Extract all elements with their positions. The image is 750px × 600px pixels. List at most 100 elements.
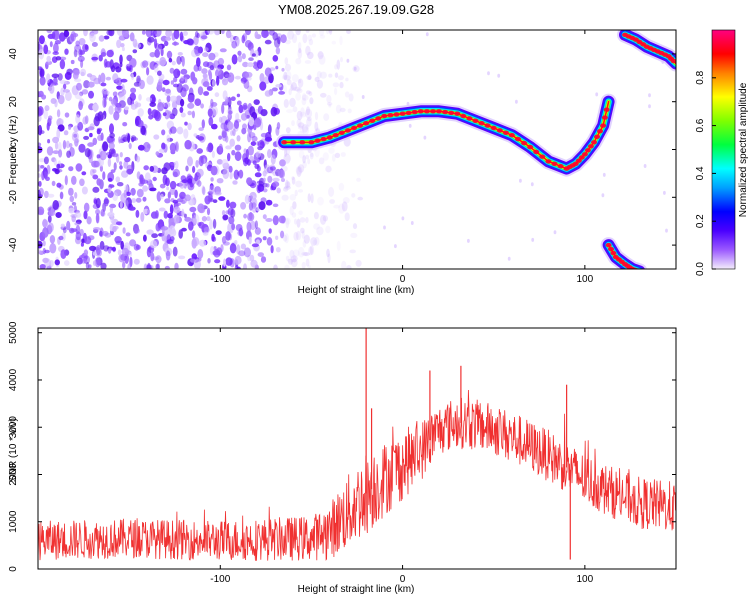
- noise-blob: [83, 210, 88, 220]
- noise-blob: [147, 262, 151, 269]
- noise-blob: [161, 129, 166, 136]
- noise-blob: [211, 233, 215, 242]
- noise-blob: [197, 136, 205, 141]
- noise-blob: [320, 92, 327, 98]
- noise-blob: [51, 73, 59, 79]
- noise-blob: [228, 165, 233, 173]
- spec-ytick-label: 40: [8, 48, 19, 60]
- noise-blob: [128, 206, 136, 211]
- noise-blob: [270, 106, 278, 117]
- noise-blob: [143, 234, 147, 242]
- noise-blob: [394, 244, 397, 249]
- noise-blob: [208, 116, 214, 126]
- noise-blob: [295, 165, 303, 175]
- noise-blob: [106, 49, 114, 58]
- noise-blob: [75, 163, 83, 172]
- noise-blob: [66, 68, 73, 76]
- ridge-peak: [600, 123, 607, 128]
- noise-blob: [303, 234, 310, 244]
- noise-blob: [328, 147, 335, 154]
- noise-blob: [189, 206, 197, 213]
- noise-blob: [180, 112, 186, 118]
- noise-blob: [229, 243, 237, 254]
- noise-blob: [124, 199, 129, 210]
- noise-blob: [171, 60, 176, 66]
- colorbar-tick-label: 0.8: [695, 70, 706, 84]
- spectrogram-panel: [38, 30, 676, 269]
- noise-blob: [122, 122, 128, 127]
- noise-blob: [217, 57, 225, 66]
- ridge-peak: [533, 149, 540, 155]
- noise-blob: [143, 165, 149, 171]
- noise-blob: [135, 118, 139, 127]
- ridge-peak: [357, 123, 363, 128]
- noise-blob: [292, 106, 298, 113]
- ridge-peak: [320, 136, 327, 142]
- ridge-peak: [575, 158, 582, 163]
- noise-blob: [293, 254, 296, 263]
- noise-blob: [151, 96, 157, 103]
- noise-blob: [254, 31, 259, 39]
- noise-blob: [124, 106, 129, 111]
- noise-blob: [110, 169, 116, 174]
- noise-blob: [323, 113, 330, 121]
- noise-blob: [109, 203, 117, 209]
- noise-blob: [211, 123, 218, 130]
- noise-blob: [191, 230, 196, 239]
- noise-blob: [220, 30, 225, 35]
- noise-blob: [317, 51, 324, 60]
- noise-blob: [60, 118, 64, 125]
- noise-blob: [314, 236, 320, 246]
- noise-blob: [202, 81, 210, 88]
- noise-blob: [207, 30, 215, 35]
- noise-blob: [234, 75, 241, 80]
- noise-blob: [169, 126, 177, 134]
- noise-blob: [183, 40, 191, 45]
- noise-blob: [134, 228, 140, 234]
- noise-blob: [209, 185, 215, 196]
- ridge-peak: [508, 133, 515, 138]
- noise-blob: [115, 221, 122, 226]
- noise-blob: [194, 175, 199, 182]
- noise-blob: [350, 232, 358, 238]
- noise-blob: [138, 79, 145, 90]
- noise-blob: [136, 188, 144, 198]
- noise-blob: [177, 52, 183, 56]
- noise-blob: [38, 249, 42, 254]
- noise-blob: [307, 158, 311, 165]
- noise-blob: [204, 195, 211, 205]
- noise-blob: [142, 185, 149, 192]
- noise-blob: [298, 164, 305, 173]
- noise-blob: [55, 56, 62, 61]
- noise-blob: [44, 249, 50, 254]
- noise-blob: [99, 165, 103, 172]
- noise-blob: [87, 126, 95, 131]
- noise-blob: [180, 98, 185, 107]
- noise-blob: [246, 177, 253, 186]
- noise-blob: [76, 82, 82, 91]
- noise-blob: [221, 236, 227, 244]
- noise-blob: [248, 202, 254, 211]
- noise-blob: [78, 100, 83, 111]
- noise-blob: [214, 259, 221, 264]
- noise-blob: [38, 35, 45, 45]
- noise-blob: [225, 257, 233, 266]
- noise-blob: [68, 207, 75, 214]
- noise-blob: [305, 154, 310, 160]
- noise-blob: [56, 163, 61, 169]
- noise-blob: [192, 165, 196, 174]
- noise-blob: [174, 160, 179, 170]
- noise-blob: [111, 98, 117, 107]
- noise-blob: [275, 235, 279, 240]
- ridge-peak: [605, 242, 612, 248]
- noise-blob: [319, 34, 326, 39]
- noise-blob: [74, 92, 83, 100]
- noise-blob: [54, 40, 62, 45]
- noise-blob: [107, 158, 112, 168]
- noise-blob: [311, 33, 317, 38]
- noise-blob: [236, 135, 241, 142]
- noise-region: [38, 30, 668, 269]
- noise-blob: [244, 157, 250, 165]
- noise-blob: [119, 165, 123, 170]
- noise-blob: [226, 64, 232, 71]
